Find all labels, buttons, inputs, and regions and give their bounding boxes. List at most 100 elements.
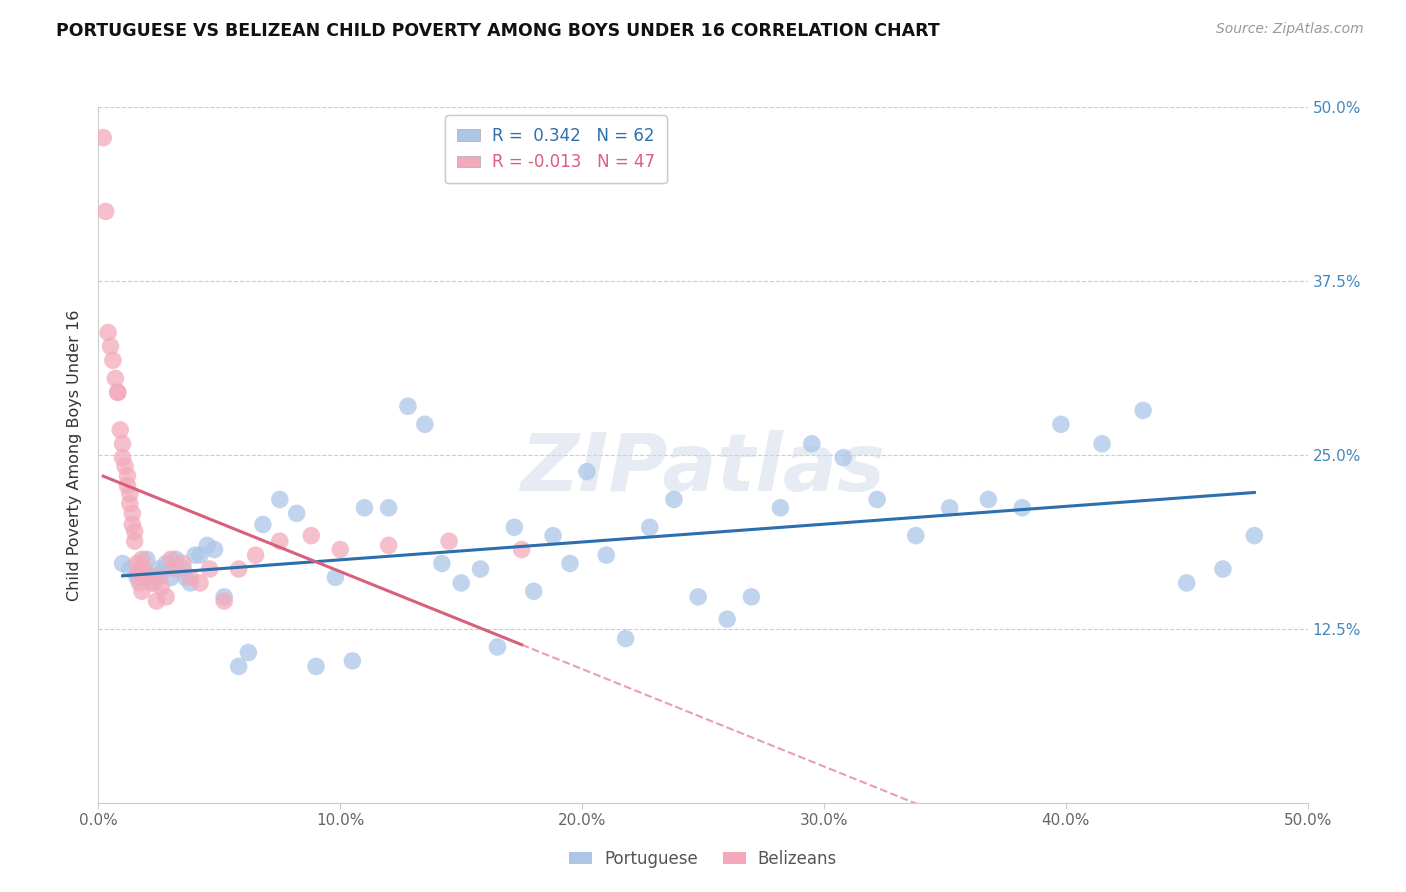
Point: [111, 557, 134, 571]
Point: [150, 580, 173, 594]
Point: [91, 130, 114, 145]
Point: [134, 562, 156, 576]
Legend: Portuguese, Belizeans: Portuguese, Belizeans: [562, 844, 844, 875]
Point: [127, 570, 149, 584]
Point: [866, 492, 889, 507]
Point: [329, 542, 352, 557]
Point: [1050, 417, 1073, 432]
Point: [204, 542, 226, 557]
Point: [437, 534, 460, 549]
Legend: R =  0.342   N = 62, R = -0.013   N = 47: R = 0.342 N = 62, R = -0.013 N = 47: [446, 115, 666, 183]
Point: [541, 528, 564, 542]
Point: [595, 548, 617, 562]
Point: [470, 562, 492, 576]
Point: [430, 557, 453, 571]
Point: [486, 640, 509, 654]
Point: [121, 517, 143, 532]
Point: [143, 576, 166, 591]
Point: [141, 576, 163, 591]
Point: [127, 566, 149, 581]
Point: [160, 552, 183, 566]
Text: ZIPatlas: ZIPatlas: [520, 430, 886, 508]
Point: [305, 659, 328, 673]
Point: [179, 576, 201, 591]
Point: [155, 557, 177, 571]
Point: [117, 478, 139, 492]
Point: [977, 492, 1000, 507]
Point: [188, 576, 211, 591]
Point: [124, 534, 146, 549]
Point: [114, 458, 136, 473]
Point: [245, 548, 267, 562]
Point: [97, 326, 120, 340]
Point: [938, 500, 960, 515]
Point: [285, 507, 308, 521]
Point: [342, 654, 364, 668]
Point: [510, 542, 533, 557]
Point: [688, 590, 710, 604]
Point: [1091, 437, 1114, 451]
Point: [904, 528, 927, 542]
Point: [104, 371, 127, 385]
Point: [118, 562, 141, 576]
Point: [523, 584, 546, 599]
Point: [212, 590, 235, 604]
Point: [769, 500, 792, 515]
Point: [131, 584, 153, 599]
Point: [832, 450, 855, 465]
Point: [100, 339, 122, 353]
Text: PORTUGUESE VS BELIZEAN CHILD POVERTY AMONG BOYS UNDER 16 CORRELATION CHART: PORTUGUESE VS BELIZEAN CHILD POVERTY AMO…: [56, 22, 941, 40]
Point: [148, 562, 170, 576]
Point: [179, 570, 201, 584]
Point: [558, 557, 581, 571]
Point: [128, 576, 150, 591]
Point: [107, 385, 129, 400]
Point: [575, 465, 598, 479]
Point: [155, 590, 177, 604]
Point: [107, 385, 129, 400]
Point: [413, 417, 436, 432]
Point: [172, 557, 194, 571]
Point: [1212, 562, 1234, 576]
Point: [353, 500, 375, 515]
Point: [135, 570, 157, 584]
Point: [124, 524, 146, 539]
Point: [141, 570, 163, 584]
Point: [195, 538, 218, 552]
Y-axis label: Child Poverty Among Boys Under 16: Child Poverty Among Boys Under 16: [67, 310, 83, 600]
Point: [800, 437, 823, 451]
Point: [662, 492, 685, 507]
Point: [269, 534, 291, 549]
Point: [377, 538, 399, 552]
Point: [135, 552, 157, 566]
Point: [238, 646, 260, 660]
Point: [1175, 576, 1198, 591]
Point: [614, 632, 637, 646]
Point: [165, 562, 187, 576]
Point: [94, 204, 117, 219]
Point: [1243, 528, 1265, 542]
Point: [212, 594, 235, 608]
Point: [145, 594, 167, 608]
Point: [1132, 403, 1154, 417]
Point: [188, 548, 211, 562]
Point: [160, 570, 183, 584]
Point: [101, 353, 124, 368]
Point: [503, 520, 526, 534]
Point: [172, 562, 194, 576]
Point: [299, 528, 322, 542]
Point: [174, 570, 197, 584]
Point: [131, 562, 153, 576]
Point: [118, 487, 141, 501]
Point: [450, 576, 472, 591]
Point: [396, 399, 419, 413]
Point: [121, 507, 143, 521]
Point: [740, 590, 762, 604]
Point: [269, 492, 291, 507]
Point: [198, 562, 221, 576]
Point: [118, 497, 141, 511]
Point: [111, 450, 134, 465]
Point: [716, 612, 738, 626]
Point: [184, 548, 207, 562]
Point: [131, 552, 153, 566]
